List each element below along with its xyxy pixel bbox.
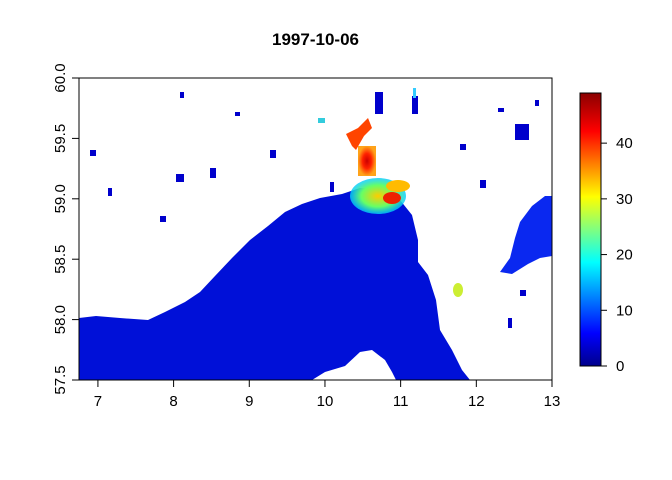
x-tick-label: 10	[317, 393, 334, 410]
x-axis: 7 8 9 10 11 12 13	[94, 379, 561, 410]
chart-title: 1997-10-06	[272, 30, 359, 49]
sea-region	[79, 188, 470, 380]
x-tick-label: 11	[393, 393, 409, 410]
x-tick-label: 9	[245, 393, 253, 410]
y-tick-label: 60.0	[52, 63, 69, 92]
hotspot-main	[358, 146, 376, 176]
x-tick-label: 7	[94, 393, 102, 410]
y-tick-label: 59.0	[52, 184, 69, 213]
inland-water	[90, 92, 539, 328]
colorbar-tick-label: 0	[616, 358, 624, 375]
colorbar	[579, 92, 602, 367]
land-patch	[312, 350, 396, 380]
inland-cyan-2	[318, 118, 325, 123]
colorbar-tick-label: 10	[616, 302, 633, 319]
hotspot-yellow	[386, 180, 410, 192]
x-tick-label: 13	[544, 393, 561, 410]
colorbar-tick-label: 40	[616, 135, 633, 152]
colorbar-tick-label: 30	[616, 191, 633, 208]
colorbar-tick-label: 20	[616, 247, 633, 264]
inland-cyan	[413, 88, 416, 98]
map-layer	[79, 88, 552, 380]
y-axis: 57.5 58.0 58.5 59.0 59.5 60.0	[52, 63, 80, 395]
x-tick-label: 8	[169, 393, 177, 410]
y-tick-label: 59.5	[52, 124, 69, 153]
fjord-region	[346, 118, 372, 150]
y-tick-label: 58.0	[52, 305, 69, 334]
hotspot-east	[453, 283, 463, 297]
hotspot-red	[383, 192, 401, 204]
colorbar-ticks: 0 10 20 30 40	[601, 135, 633, 375]
y-tick-label: 57.5	[52, 365, 69, 394]
lake-region	[500, 196, 552, 274]
x-tick-label: 12	[468, 393, 485, 410]
y-tick-label: 58.5	[52, 245, 69, 274]
